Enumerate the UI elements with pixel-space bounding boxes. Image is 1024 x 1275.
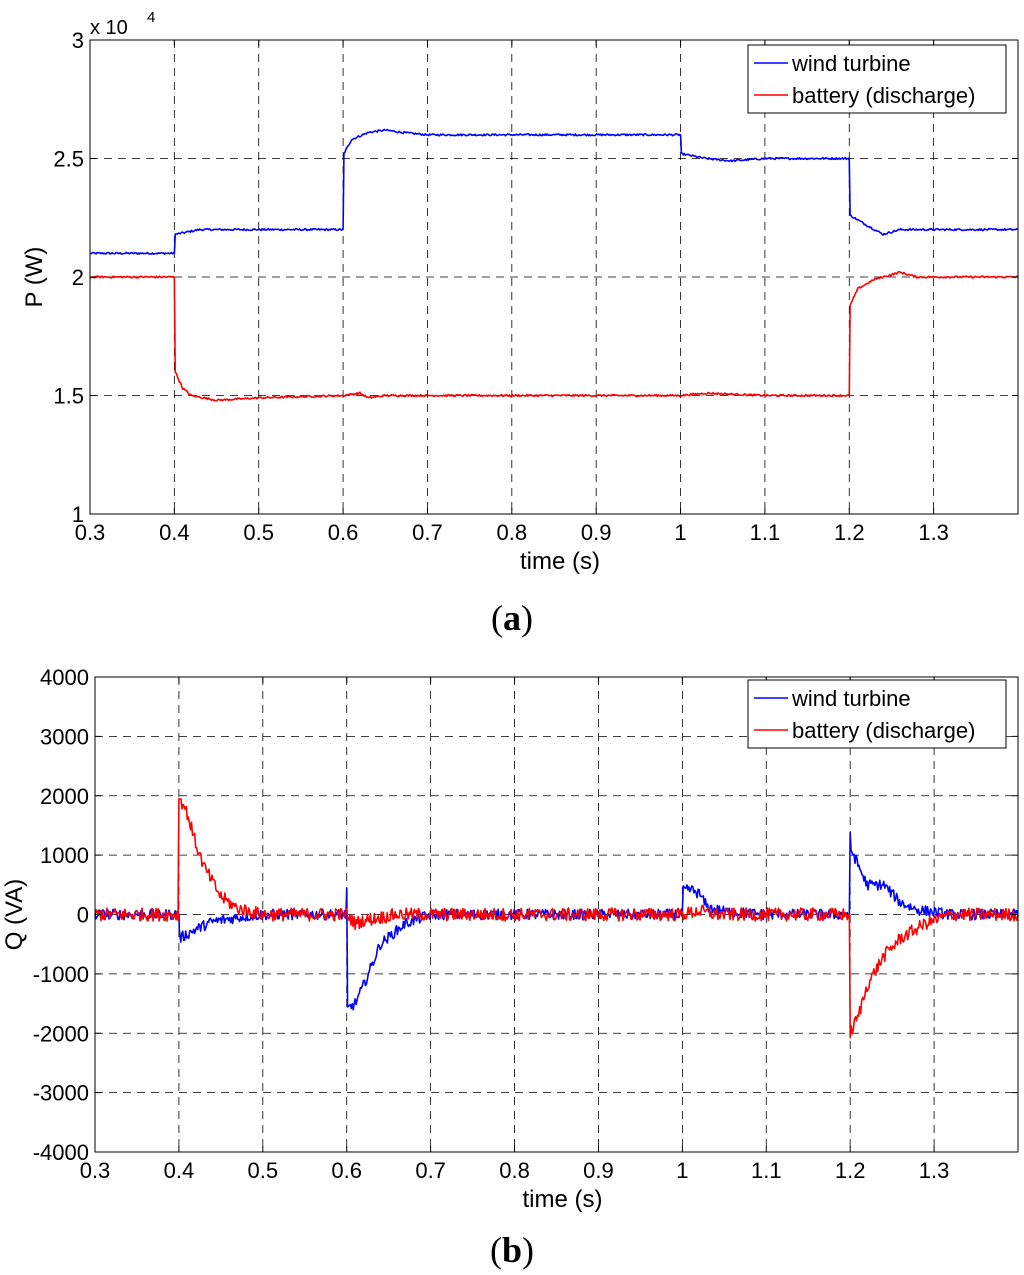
x-tick-label: 1.1	[750, 520, 781, 545]
series-line-wind-turbine	[89, 128, 1019, 256]
chart-panel-b: 0.3 0.4 0.5 0.6 0.7 0.8 0.9 1 1.1 1.2 1.3 -4000 -300…	[1, 665, 1019, 1270]
y-multiplier-exponent: 4	[147, 9, 155, 26]
legend-label: wind turbine	[791, 51, 911, 76]
y-tick-label: 1000	[40, 843, 89, 868]
y-axis-label: P (W)	[21, 247, 48, 308]
x-tick-label: 1	[676, 1158, 688, 1183]
y-axis-label: Q (VA)	[1, 879, 28, 951]
x-tick-label: 0.4	[159, 520, 190, 545]
x-tick-label: 0.4	[164, 1158, 195, 1183]
legend-box	[747, 44, 1007, 114]
x-tick-label: 0.8	[497, 520, 528, 545]
chart-panel-a: 0.3 0.4 0.5 0.6 0.7 0.8 0.9 1 1.1 1.2 1.3 1 1.5 2 2.5 3…	[21, 9, 1019, 638]
x-tick-label: 0.3	[75, 520, 106, 545]
legend: wind turbine battery (discharge)	[747, 679, 1007, 749]
legend-label: battery (discharge)	[792, 718, 975, 743]
legend: wind turbine battery (discharge)	[747, 44, 1007, 114]
y-tick-label: 2.5	[53, 147, 84, 172]
panel-caption: (b)	[490, 1230, 534, 1270]
y-tick-label: 3	[72, 28, 84, 53]
series-line-battery	[89, 270, 1019, 402]
x-tick-label: 1.3	[918, 520, 949, 545]
x-tick-label: 0.6	[328, 520, 359, 545]
x-tick-label: 1.2	[835, 1158, 866, 1183]
x-axis-label: time (s)	[520, 548, 600, 575]
y-multiplier-label: x 10	[90, 17, 128, 39]
legend-label: battery (discharge)	[792, 83, 975, 108]
legend-label: wind turbine	[791, 686, 911, 711]
x-tick-label: 1.1	[751, 1158, 782, 1183]
x-tick-label: 0.3	[80, 1158, 111, 1183]
x-tick-label: 0.6	[331, 1158, 362, 1183]
x-tick-label: 0.9	[583, 1158, 614, 1183]
x-tick-label: 1.2	[834, 520, 865, 545]
x-tick-label: 1.3	[919, 1158, 950, 1183]
y-tick-label: -1000	[33, 962, 89, 987]
y-tick-label: 4000	[40, 665, 89, 690]
x-tick-label: 0.5	[243, 520, 274, 545]
legend-box	[747, 679, 1007, 749]
y-tick-label: -2000	[33, 1021, 89, 1046]
x-tick-label: 0.7	[415, 1158, 446, 1183]
x-tick-label: 0.7	[412, 520, 443, 545]
y-tick-label: 2000	[40, 784, 89, 809]
y-tick-label: 0	[77, 903, 89, 928]
y-tick-label: 2	[72, 265, 84, 290]
x-tick-label: 1	[674, 520, 686, 545]
y-tick-label: 1	[72, 502, 84, 527]
y-tick-label: 1.5	[53, 384, 84, 409]
x-tick-label: 0.9	[581, 520, 612, 545]
x-tick-label: 0.5	[248, 1158, 279, 1183]
panel-caption: (a)	[491, 598, 533, 638]
x-axis-label: time (s)	[523, 1186, 603, 1213]
y-tick-label: -4000	[33, 1140, 89, 1165]
x-tick-label: 0.8	[499, 1158, 530, 1183]
y-tick-label: -3000	[33, 1081, 89, 1106]
series-line-battery	[94, 798, 1019, 1039]
y-tick-label: 3000	[40, 724, 89, 749]
